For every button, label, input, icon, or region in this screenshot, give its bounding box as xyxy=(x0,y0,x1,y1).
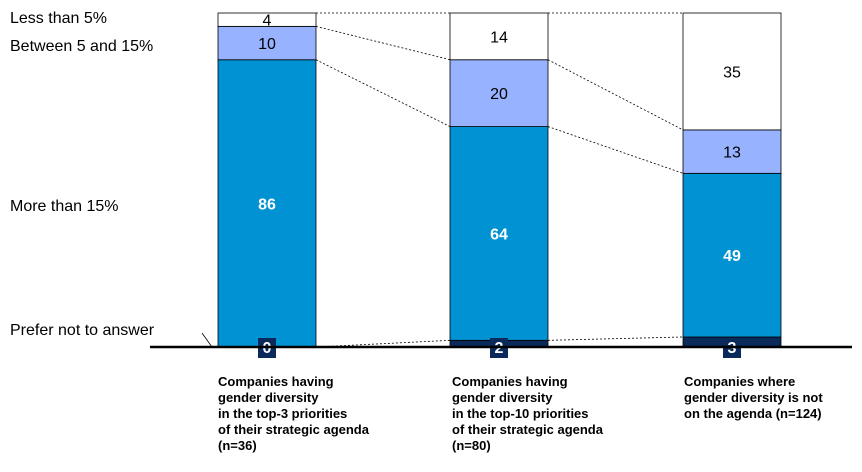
bar-segment xyxy=(217,25,317,61)
bar-segment xyxy=(682,172,782,338)
connector-line xyxy=(547,336,684,341)
bar-segment xyxy=(449,12,549,61)
legend-label: Less than 5% xyxy=(10,10,107,27)
value-label: 64 xyxy=(490,226,508,243)
value-label: 3 xyxy=(728,340,737,357)
legend-label: Prefer not to answer xyxy=(10,322,155,339)
value-label: 86 xyxy=(258,196,276,213)
value-label: 10 xyxy=(258,36,276,53)
bar-segment xyxy=(449,59,549,127)
connector-lines xyxy=(315,12,684,348)
category-label: Companies having gender diversity in the… xyxy=(218,374,369,453)
value-label: 49 xyxy=(723,248,741,265)
legend-pointer xyxy=(201,332,213,348)
legend-label: Between 5 and 15% xyxy=(10,38,153,55)
connector-line xyxy=(547,126,684,174)
legend: Prefer not to answer More than 15% Between… xyxy=(10,10,213,348)
value-label: 14 xyxy=(490,29,508,46)
connector-line xyxy=(315,59,451,127)
connector-line xyxy=(315,25,451,61)
value-label: 35 xyxy=(723,64,741,81)
value-label: 4 xyxy=(263,13,272,30)
bars-group xyxy=(217,12,782,348)
legend-label: More than 15% xyxy=(10,198,119,215)
value-label: 2 xyxy=(495,340,504,357)
value-label: 13 xyxy=(723,145,741,162)
bar-segment xyxy=(682,12,782,131)
value-label: 20 xyxy=(490,86,508,103)
bar-segment xyxy=(682,129,782,174)
value-label: 0 xyxy=(263,340,272,357)
connector-line xyxy=(547,59,684,131)
category-label: Companies having gender diversity in the… xyxy=(452,374,603,453)
bar-segment xyxy=(217,59,317,348)
category-label: Companies where gender diversity is not … xyxy=(684,374,823,421)
bar-segment xyxy=(449,126,549,341)
bar-segment xyxy=(217,12,317,27)
